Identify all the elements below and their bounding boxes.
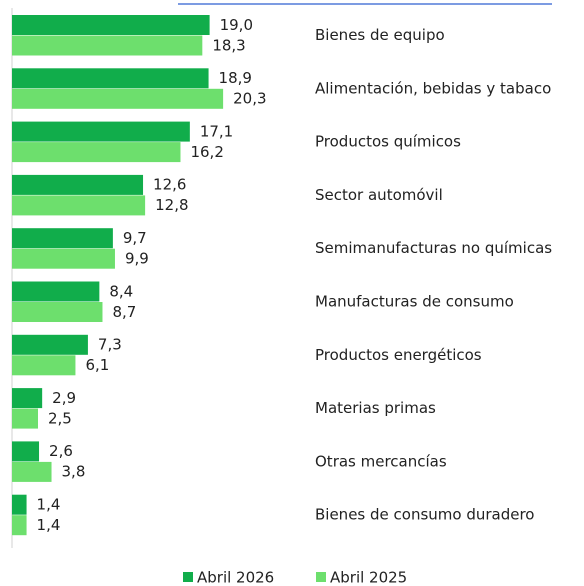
legend-label: Abril 2025 bbox=[330, 569, 407, 586]
category-label: Manufacturas de consumo bbox=[315, 293, 514, 311]
value-label: 8,4 bbox=[109, 282, 133, 300]
bar bbox=[12, 228, 113, 249]
value-label: 17,1 bbox=[200, 122, 233, 140]
category-label: Semimanufacturas no químicas bbox=[315, 239, 552, 257]
category-label: Otras mercancías bbox=[315, 452, 447, 470]
legend-label: Abril 2026 bbox=[197, 569, 274, 586]
value-label: 18,3 bbox=[212, 36, 245, 54]
value-label: 9,7 bbox=[123, 229, 147, 247]
category-label: Materias primas bbox=[315, 399, 436, 417]
bar bbox=[12, 195, 146, 216]
bar bbox=[12, 121, 190, 142]
bar bbox=[12, 408, 38, 429]
category-label: Productos energéticos bbox=[315, 346, 482, 364]
bar bbox=[12, 142, 181, 163]
value-label: 12,8 bbox=[155, 196, 188, 214]
value-label: 8,7 bbox=[112, 303, 136, 321]
value-label: 19,0 bbox=[220, 16, 253, 34]
category-label: Sector automóvil bbox=[315, 186, 443, 204]
category-label: Alimentación, bebidas y tabaco bbox=[315, 79, 551, 97]
bar bbox=[12, 248, 115, 269]
bar bbox=[12, 494, 27, 515]
bar bbox=[12, 355, 76, 376]
value-label: 1,4 bbox=[37, 516, 61, 534]
category-label: Productos químicos bbox=[315, 133, 461, 151]
bar bbox=[12, 302, 103, 322]
bar bbox=[12, 68, 209, 89]
bar bbox=[12, 35, 203, 56]
bar bbox=[12, 88, 224, 109]
value-label: 6,1 bbox=[85, 356, 109, 374]
value-label: 12,6 bbox=[153, 176, 186, 194]
value-label: 9,9 bbox=[125, 249, 149, 267]
value-label: 18,9 bbox=[219, 69, 252, 87]
bar bbox=[12, 174, 144, 195]
value-label: 16,2 bbox=[190, 143, 223, 161]
value-label: 1,4 bbox=[37, 495, 61, 513]
bar bbox=[12, 441, 40, 462]
value-label: 2,5 bbox=[48, 409, 72, 427]
value-label: 20,3 bbox=[233, 90, 266, 108]
bar bbox=[12, 334, 88, 355]
bar bbox=[12, 15, 210, 35]
bar bbox=[12, 461, 52, 482]
value-label: 2,9 bbox=[52, 389, 76, 407]
bar bbox=[12, 281, 100, 302]
legend-swatch bbox=[316, 572, 326, 582]
bar bbox=[12, 388, 43, 409]
legend-swatch bbox=[183, 572, 193, 582]
value-label: 7,3 bbox=[98, 336, 122, 354]
value-label: 2,6 bbox=[49, 442, 73, 460]
category-label: Bienes de consumo duradero bbox=[315, 506, 535, 524]
value-label: 3,8 bbox=[62, 463, 86, 481]
bar bbox=[12, 515, 27, 536]
category-label: Bienes de equipo bbox=[315, 26, 445, 44]
